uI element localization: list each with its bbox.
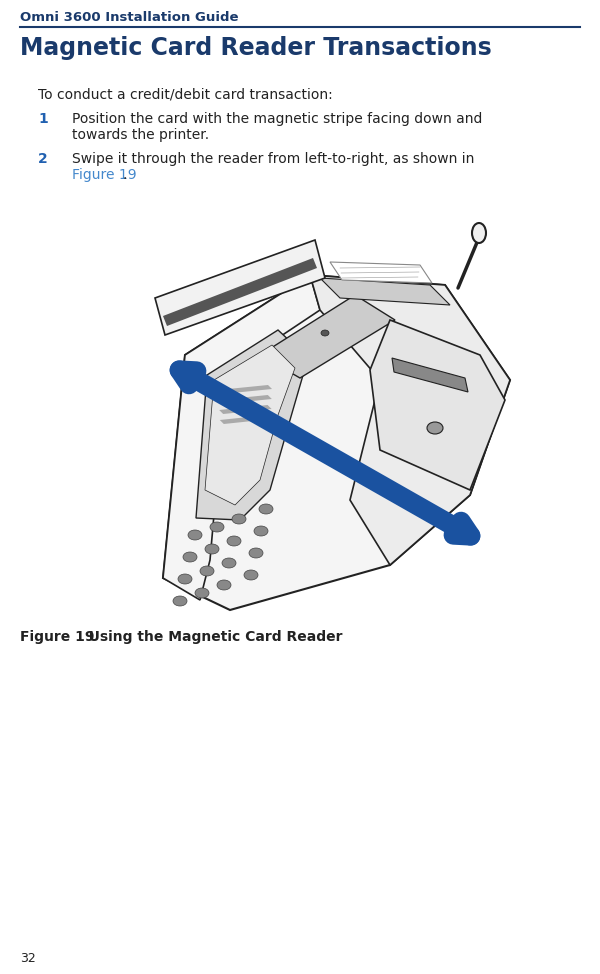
Polygon shape	[310, 275, 510, 565]
Ellipse shape	[188, 530, 202, 540]
Ellipse shape	[183, 552, 197, 562]
Polygon shape	[320, 278, 450, 305]
Polygon shape	[219, 405, 272, 414]
Text: Figure 19: Figure 19	[72, 168, 137, 182]
Polygon shape	[330, 262, 432, 283]
Ellipse shape	[254, 526, 268, 536]
Ellipse shape	[178, 574, 192, 584]
Text: Using the Magnetic Card Reader: Using the Magnetic Card Reader	[74, 630, 343, 644]
Text: 2: 2	[38, 152, 48, 166]
Polygon shape	[370, 320, 505, 490]
Ellipse shape	[232, 514, 246, 524]
Text: To conduct a credit/debit card transaction:: To conduct a credit/debit card transacti…	[38, 88, 333, 102]
Polygon shape	[220, 415, 271, 424]
Polygon shape	[163, 258, 317, 326]
Text: Swipe it through the reader from left-to-right, as shown in: Swipe it through the reader from left-to…	[72, 152, 475, 166]
Polygon shape	[205, 345, 295, 505]
Polygon shape	[163, 275, 320, 600]
Text: Figure 19: Figure 19	[20, 630, 95, 644]
Text: Magnetic Card Reader Transactions: Magnetic Card Reader Transactions	[20, 36, 492, 60]
Text: 1: 1	[38, 112, 48, 126]
Text: towards the printer.: towards the printer.	[72, 128, 209, 142]
FancyArrowPatch shape	[179, 370, 470, 536]
Ellipse shape	[259, 504, 273, 514]
Polygon shape	[260, 295, 395, 378]
Polygon shape	[196, 330, 308, 520]
Ellipse shape	[472, 223, 486, 243]
Ellipse shape	[210, 522, 224, 532]
Ellipse shape	[249, 548, 263, 558]
Polygon shape	[163, 275, 510, 610]
Ellipse shape	[227, 536, 241, 546]
Polygon shape	[218, 395, 272, 404]
Text: 32: 32	[20, 952, 36, 965]
Ellipse shape	[205, 544, 219, 554]
Ellipse shape	[222, 558, 236, 568]
Ellipse shape	[173, 596, 187, 606]
Polygon shape	[155, 240, 325, 335]
Ellipse shape	[195, 588, 209, 598]
Text: .: .	[122, 168, 127, 182]
Text: Position the card with the magnetic stripe facing down and: Position the card with the magnetic stri…	[72, 112, 482, 126]
Text: Omni 3600 Installation Guide: Omni 3600 Installation Guide	[20, 11, 239, 24]
Ellipse shape	[200, 566, 214, 576]
Polygon shape	[392, 358, 468, 392]
Ellipse shape	[217, 580, 231, 590]
Polygon shape	[218, 385, 272, 394]
Ellipse shape	[321, 330, 329, 336]
Ellipse shape	[244, 570, 258, 580]
Ellipse shape	[427, 422, 443, 434]
